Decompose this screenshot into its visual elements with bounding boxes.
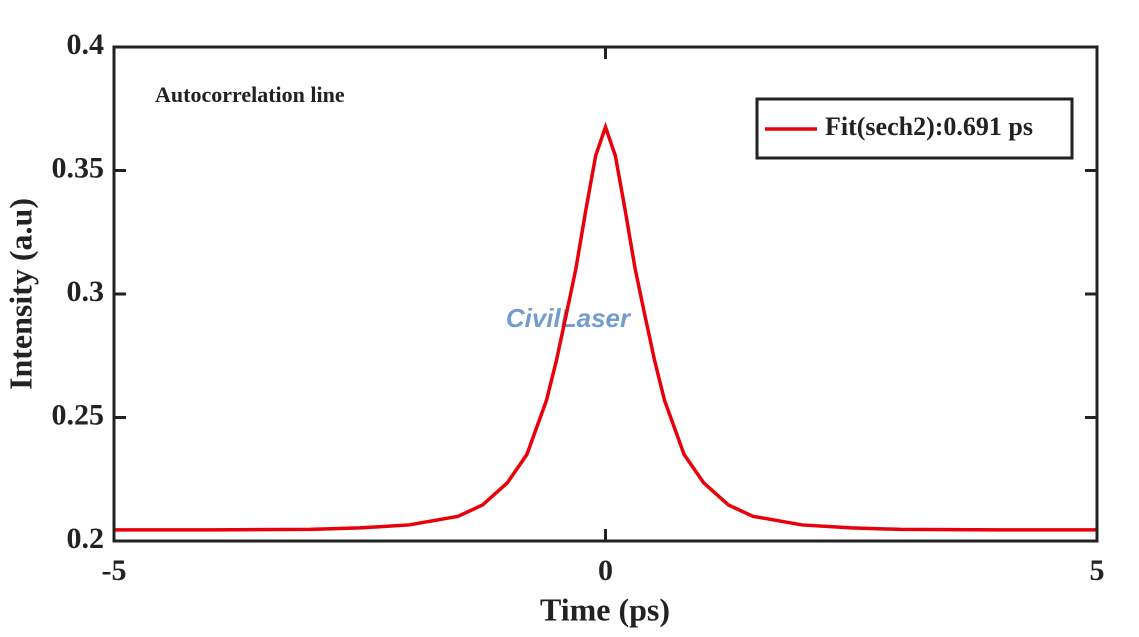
y-tick-label: 0.35 [52, 151, 105, 184]
annotation: Autocorrelation line [155, 82, 345, 107]
x-tick-label: -5 [102, 554, 127, 587]
y-tick-label: 0.25 [52, 398, 105, 431]
y-tick-label: 0.4 [67, 28, 105, 61]
y-tick-label: 0.3 [67, 275, 105, 308]
legend-label: Fit(sech2):0.691 ps [825, 112, 1033, 141]
x-tick-label: 0 [598, 554, 613, 587]
y-tick-label: 0.2 [67, 522, 105, 555]
x-axis-label: Time (ps) [540, 591, 670, 627]
x-tick-label: 5 [1090, 554, 1105, 587]
y-axis-label: Intensity (a.u) [2, 198, 38, 390]
data-line [114, 121, 1097, 532]
plot-frame [112, 45, 1099, 543]
